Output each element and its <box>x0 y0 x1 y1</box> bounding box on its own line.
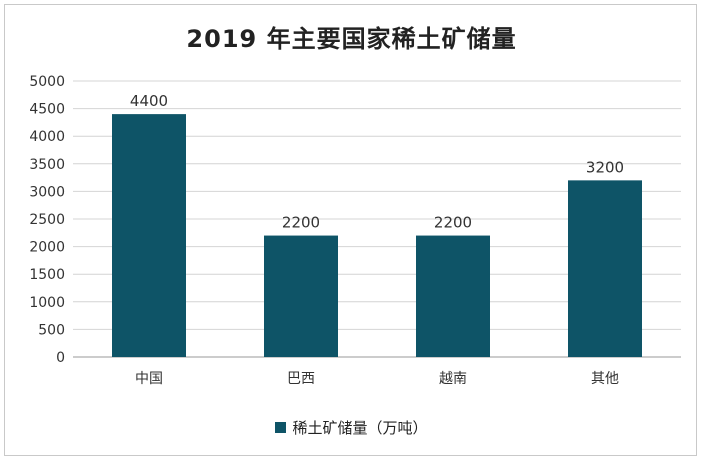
y-tick-label: 2500 <box>29 212 65 228</box>
bar-data-label: 4400 <box>130 92 168 110</box>
x-tick-label: 其他 <box>591 371 619 387</box>
bar <box>568 180 642 357</box>
x-tick-label: 越南 <box>439 371 467 387</box>
bar-data-label: 2200 <box>282 214 320 232</box>
bar <box>416 235 490 357</box>
y-tick-label: 5000 <box>29 74 65 90</box>
y-tick-label: 4500 <box>29 102 65 118</box>
legend: 稀土矿储量（万吨） <box>5 417 698 438</box>
chart-title: 2019 年主要国家稀土矿储量 <box>186 25 517 53</box>
bar-data-label: 3200 <box>586 158 624 176</box>
x-tick-label: 巴西 <box>287 371 315 387</box>
chart-frame: 2019 年主要国家稀土矿储量 0 500 1000 1500 2000 2500 3000… <box>4 4 697 456</box>
x-tick-label: 中国 <box>135 371 163 387</box>
y-tick-label: 1000 <box>29 295 65 311</box>
y-tick-label: 2000 <box>29 240 65 256</box>
bar-data-label: 2200 <box>434 214 472 232</box>
bar <box>112 114 186 358</box>
bar <box>264 235 338 357</box>
y-tick-label: 500 <box>38 322 65 338</box>
y-tick-label: 3000 <box>29 184 65 200</box>
y-tick-label: 3500 <box>29 157 65 173</box>
legend-swatch <box>275 421 287 433</box>
bar-chart: 0 500 1000 1500 2000 2500 3000 3500 4000 4500 5000… <box>29 74 681 387</box>
y-tick-label: 4000 <box>29 129 65 145</box>
y-tick-label: 0 <box>56 350 65 366</box>
legend-label: 稀土矿储量（万吨） <box>292 419 428 437</box>
y-tick-label: 1500 <box>29 267 65 283</box>
